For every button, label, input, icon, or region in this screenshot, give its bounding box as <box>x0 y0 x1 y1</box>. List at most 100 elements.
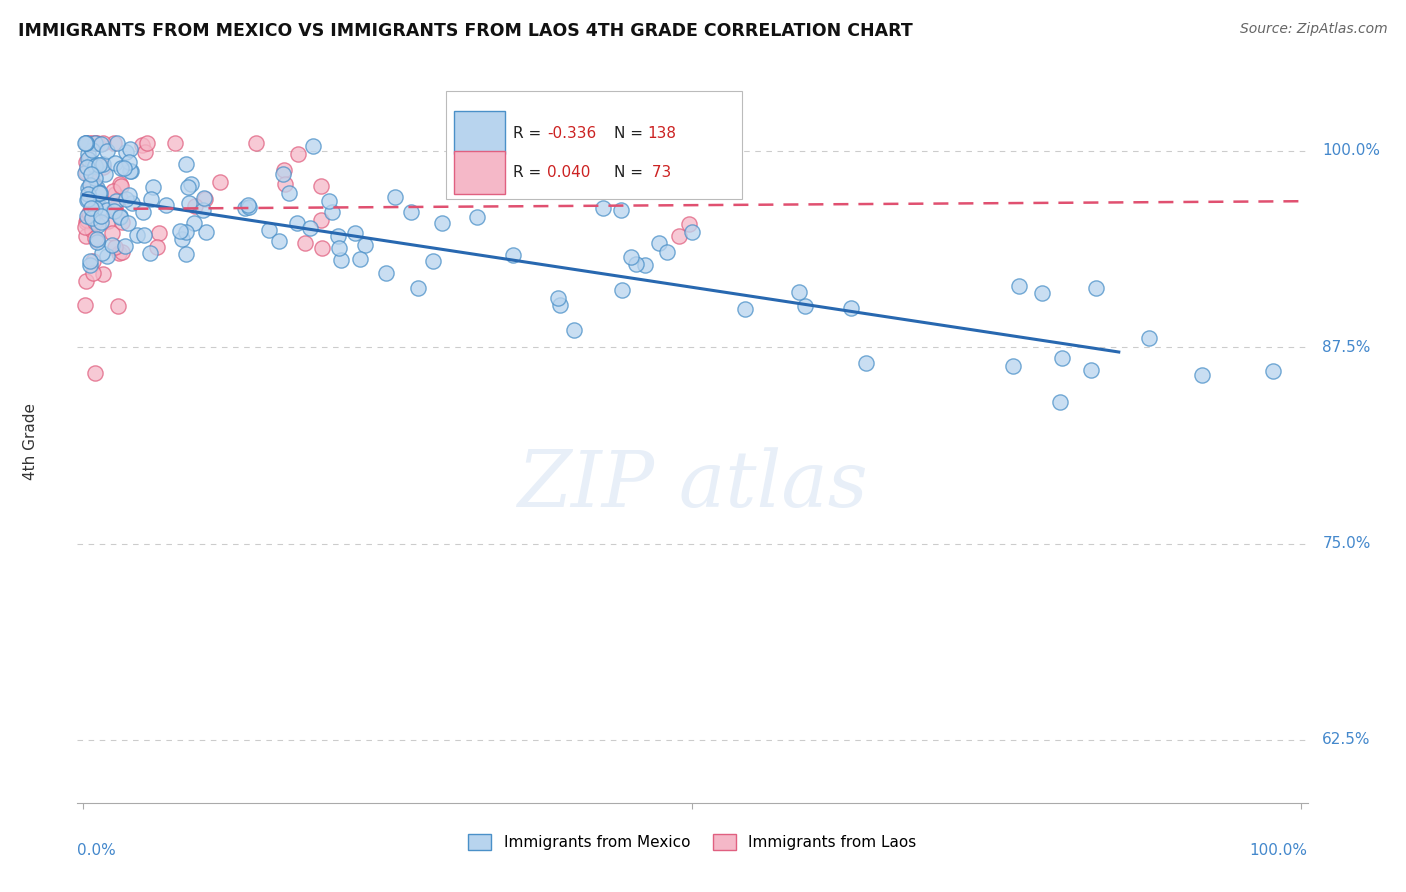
Point <box>83 160 105 174</box>
Point <box>96 249 118 263</box>
Point <box>479 136 502 150</box>
Point <box>89 186 111 200</box>
Point <box>108 209 131 223</box>
Point <box>80 202 103 216</box>
Point <box>75 215 97 229</box>
Point <box>125 227 148 242</box>
Text: 73: 73 <box>647 165 671 180</box>
Point <box>233 202 256 216</box>
Point <box>91 156 114 170</box>
Point <box>1191 368 1213 382</box>
Point <box>90 215 112 229</box>
Point <box>172 232 194 246</box>
Point <box>620 250 643 264</box>
Point <box>259 222 281 236</box>
Point <box>77 186 100 200</box>
Point <box>163 136 186 150</box>
Point <box>685 184 707 198</box>
Point <box>83 213 105 227</box>
Point <box>287 146 309 161</box>
Point <box>193 202 215 217</box>
Point <box>79 178 101 192</box>
Point <box>80 223 103 237</box>
Point <box>174 225 197 239</box>
Point <box>79 136 101 151</box>
Text: R =: R = <box>513 126 546 141</box>
Point <box>139 246 162 260</box>
Point <box>422 254 444 268</box>
Text: 138: 138 <box>647 126 676 141</box>
Point <box>115 192 138 206</box>
Point <box>353 237 375 252</box>
Point <box>82 143 104 157</box>
Point <box>79 180 101 194</box>
Point <box>96 145 118 159</box>
Text: 0.040: 0.040 <box>547 165 591 180</box>
Point <box>82 266 104 280</box>
Point <box>86 235 108 249</box>
Point <box>76 210 98 224</box>
Point <box>103 204 125 219</box>
Text: ZIP atlas: ZIP atlas <box>517 447 868 523</box>
Point <box>73 219 96 234</box>
Point <box>82 254 104 268</box>
Point <box>1002 359 1025 373</box>
Point <box>626 257 648 271</box>
Point <box>548 298 571 312</box>
Point <box>75 136 97 150</box>
Point <box>110 178 132 193</box>
Point <box>91 136 114 150</box>
Point <box>82 136 104 150</box>
Point <box>89 186 111 200</box>
Point <box>84 201 107 215</box>
Point <box>83 188 105 202</box>
Point <box>90 136 112 151</box>
Point <box>79 211 101 226</box>
Point <box>655 244 678 259</box>
Point <box>375 266 398 280</box>
FancyBboxPatch shape <box>447 91 742 200</box>
Point <box>612 283 634 297</box>
Point <box>77 180 100 194</box>
Point <box>111 244 134 259</box>
Point <box>793 299 815 313</box>
Point <box>132 205 155 219</box>
Point <box>238 200 260 214</box>
Point <box>115 145 138 159</box>
Point <box>855 356 877 370</box>
Point <box>384 190 406 204</box>
Point <box>668 228 690 243</box>
Point <box>86 136 108 150</box>
Point <box>84 231 107 245</box>
Point <box>117 216 139 230</box>
Point <box>1050 351 1073 365</box>
Point <box>155 198 177 212</box>
Point <box>329 252 352 267</box>
Point <box>121 195 143 210</box>
Point <box>169 223 191 237</box>
FancyBboxPatch shape <box>454 112 506 154</box>
Point <box>86 232 108 246</box>
Point <box>134 145 156 159</box>
Point <box>84 136 107 150</box>
Point <box>91 267 114 281</box>
Point <box>328 229 350 244</box>
Point <box>90 209 112 223</box>
Point <box>76 146 98 161</box>
Point <box>76 160 98 174</box>
Point <box>1080 362 1102 376</box>
Point <box>112 161 135 176</box>
Text: N =: N = <box>614 165 648 180</box>
Point <box>86 191 108 205</box>
Point <box>104 201 127 215</box>
Point <box>76 213 98 227</box>
Point <box>84 136 107 150</box>
Point <box>96 203 118 218</box>
Point <box>104 186 127 201</box>
Point <box>110 210 132 224</box>
Point <box>294 235 316 250</box>
Point <box>139 192 162 206</box>
Point <box>83 177 105 191</box>
Point <box>465 210 488 224</box>
Point <box>75 166 97 180</box>
